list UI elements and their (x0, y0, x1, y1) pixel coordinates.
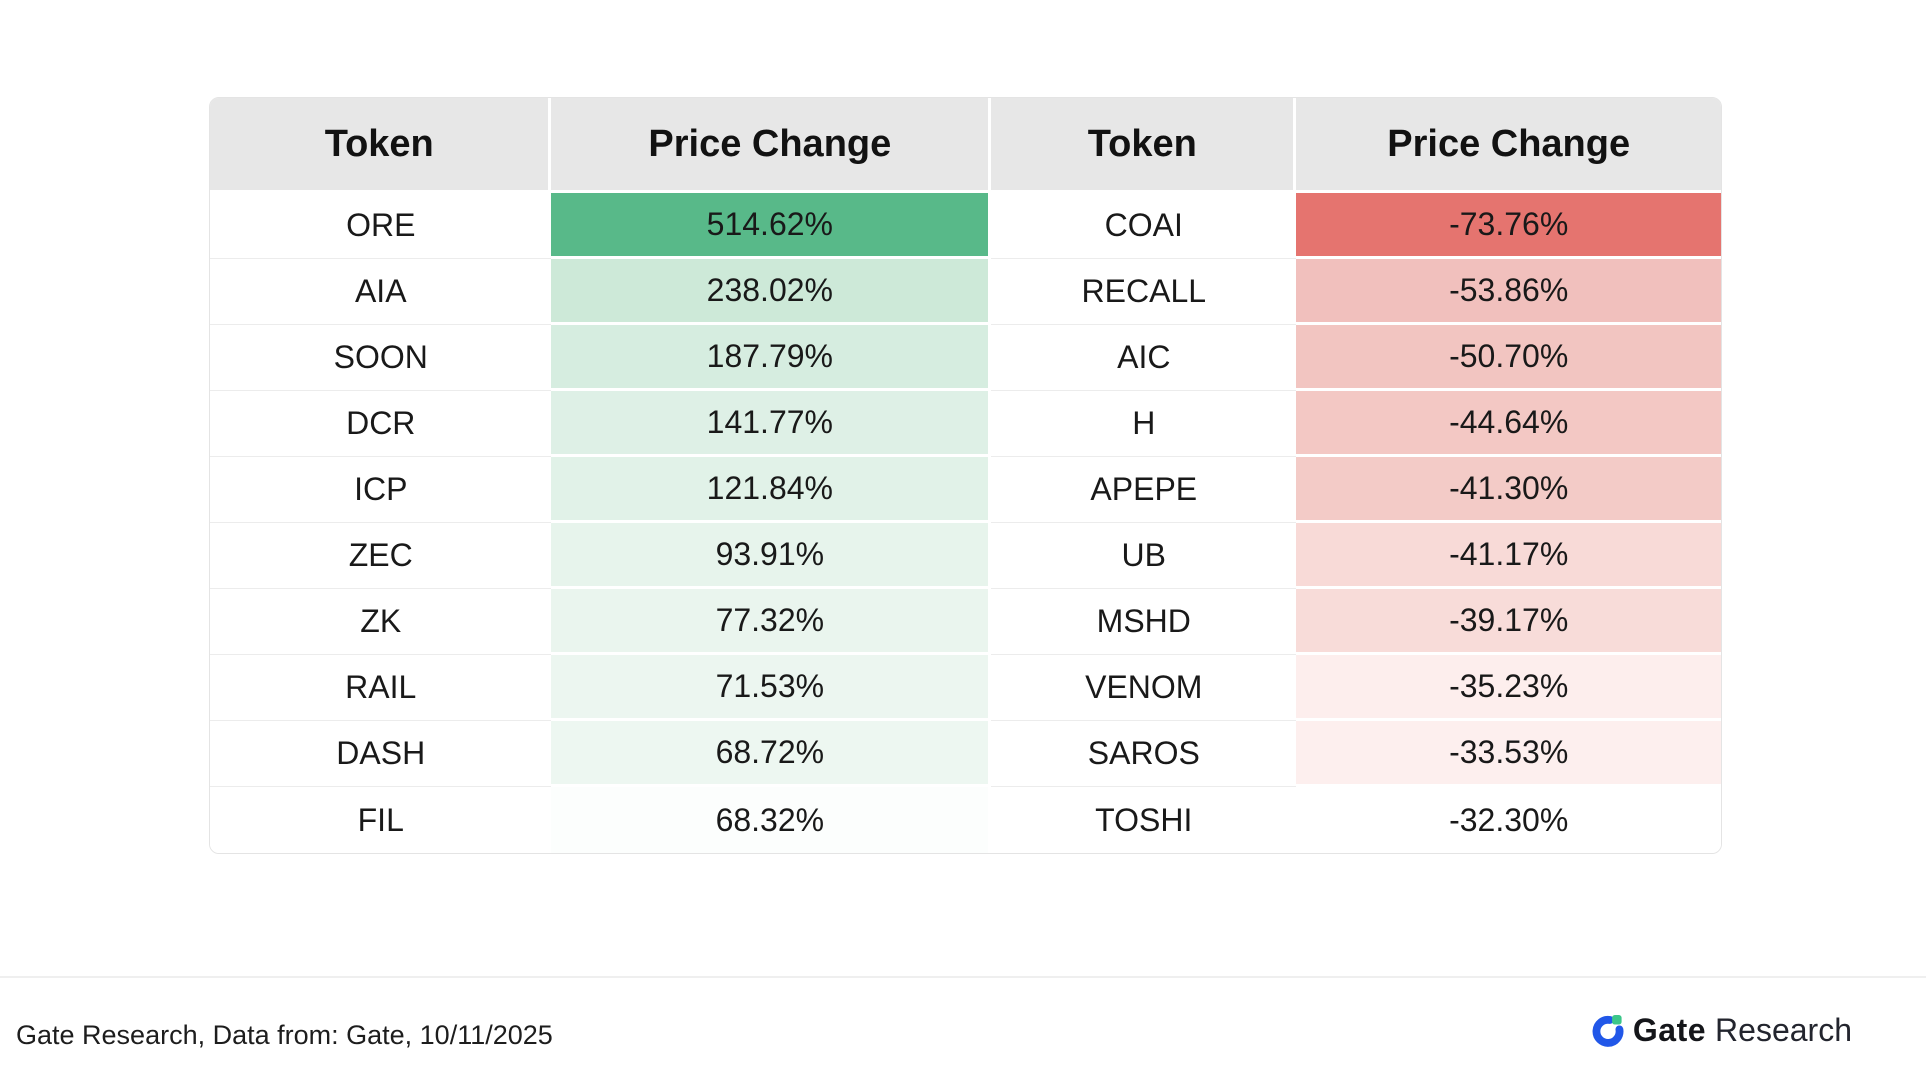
gainer-token-cell: DCR (210, 391, 552, 457)
header-token-gainers: Token (210, 98, 552, 193)
loser-change-cell: -50.70% (1296, 325, 1721, 391)
gate-research-logo: Gate Research (1591, 1008, 1852, 1052)
header-row: Token Price Change Token Price Change (210, 98, 1721, 193)
table-header: Token Price Change Token Price Change (210, 98, 1721, 193)
header-price-change-gainers: Price Change (551, 98, 992, 193)
gainer-token-cell: ICP (210, 457, 552, 523)
loser-change-cell: -32.30% (1296, 787, 1721, 853)
loser-token-cell: UB (991, 523, 1297, 589)
loser-token-cell: COAI (991, 193, 1297, 259)
loser-token-cell: VENOM (991, 655, 1297, 721)
loser-change-cell: -41.17% (1296, 523, 1721, 589)
gainer-token-cell: ZK (210, 589, 552, 655)
table-row: DASH 68.72% SAROS -33.53% (210, 721, 1721, 787)
table-row: ICP 121.84% APEPE -41.30% (210, 457, 1721, 523)
gainer-change-cell: 121.84% (551, 457, 992, 523)
gainer-token-cell: RAIL (210, 655, 552, 721)
table-row: AIA 238.02% RECALL -53.86% (210, 259, 1721, 325)
gainer-token-cell: FIL (210, 787, 552, 853)
table-row: ZK 77.32% MSHD -39.17% (210, 589, 1721, 655)
table-body: ORE 514.62% COAI -73.76% AIA 238.02% RECALL -53… (210, 193, 1721, 853)
gainer-token-cell: AIA (210, 259, 552, 325)
loser-change-cell: -39.17% (1296, 589, 1721, 655)
loser-change-cell: -44.64% (1296, 391, 1721, 457)
gainer-change-cell: 187.79% (551, 325, 992, 391)
source-note: Gate Research, Data from: Gate, 10/11/20… (16, 1020, 553, 1050)
gainer-change-cell: 238.02% (551, 259, 992, 325)
gainer-token-cell: DASH (210, 721, 552, 787)
gainer-change-cell: 68.72% (551, 721, 992, 787)
loser-change-cell: -73.76% (1296, 193, 1721, 259)
token-price-table: Token Price Change Token Price Change OR… (210, 98, 1721, 853)
table-row: ORE 514.62% COAI -73.76% (210, 193, 1721, 259)
gate-logo-icon (1592, 1015, 1624, 1047)
table-row: FIL 68.32% TOSHI -32.30% (210, 787, 1721, 853)
gainer-change-cell: 141.77% (551, 391, 992, 457)
loser-token-cell: SAROS (991, 721, 1297, 787)
table-row: SOON 187.79% AIC -50.70% (210, 325, 1721, 391)
logo-research-text: Research (1715, 1011, 1852, 1048)
gainer-change-cell: 71.53% (551, 655, 992, 721)
table-row: RAIL 71.53% VENOM -35.23% (210, 655, 1721, 721)
loser-token-cell: H (991, 391, 1297, 457)
loser-token-cell: AIC (991, 325, 1297, 391)
header-token-losers: Token (991, 98, 1297, 193)
loser-token-cell: TOSHI (991, 787, 1297, 853)
header-price-change-losers: Price Change (1296, 98, 1721, 193)
gainer-change-cell: 77.32% (551, 589, 992, 655)
loser-token-cell: RECALL (991, 259, 1297, 325)
gainer-change-cell: 93.91% (551, 523, 992, 589)
loser-change-cell: -41.30% (1296, 457, 1721, 523)
price-change-table: Token Price Change Token Price Change OR… (209, 97, 1722, 854)
gainer-token-cell: ORE (210, 193, 552, 259)
footer-divider (0, 976, 1926, 978)
gainer-change-cell: 514.62% (551, 193, 992, 259)
table-row: DCR 141.77% H -44.64% (210, 391, 1721, 457)
gainer-change-cell: 68.32% (551, 787, 992, 853)
gainer-token-cell: SOON (210, 325, 552, 391)
loser-change-cell: -35.23% (1296, 655, 1721, 721)
loser-change-cell: -53.86% (1296, 259, 1721, 325)
loser-token-cell: APEPE (991, 457, 1297, 523)
table-row: ZEC 93.91% UB -41.17% (210, 523, 1721, 589)
gainer-token-cell: ZEC (210, 523, 552, 589)
loser-change-cell: -33.53% (1296, 721, 1721, 787)
loser-token-cell: MSHD (991, 589, 1297, 655)
logo-gate-text: Gate (1632, 1011, 1707, 1048)
